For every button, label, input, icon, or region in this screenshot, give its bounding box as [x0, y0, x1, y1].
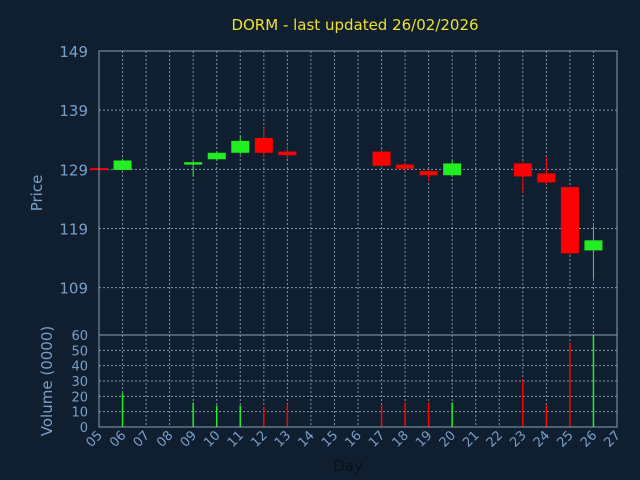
volume-frame	[98, 334, 618, 428]
candle-body	[537, 173, 556, 183]
x-tick-label: 10	[201, 428, 223, 450]
x-axis-label: Day	[333, 457, 363, 475]
x-tick-label: 06	[107, 428, 129, 450]
volume-tick-label: 60	[71, 329, 88, 344]
volume-bar	[121, 393, 124, 427]
volume-tick-label: 50	[71, 344, 88, 359]
volume-bar	[380, 405, 383, 427]
candle-body	[584, 240, 603, 251]
candle-body	[207, 152, 226, 160]
x-axis-ticks: 05 06 07 08 09 10 11 12 13 14 15 16 17 18 19 20 21 22 23 24…	[84, 428, 624, 450]
x-tick-label: 21	[460, 428, 482, 450]
candle-body	[254, 137, 273, 153]
x-tick-label: 25	[554, 428, 576, 450]
volume-bar	[427, 402, 430, 427]
volume-tick-label: 20	[71, 390, 88, 405]
volume-bar	[404, 402, 406, 427]
candle-body	[443, 163, 462, 176]
candle-body	[372, 151, 391, 166]
x-tick-label: 20	[437, 428, 459, 450]
x-tick-label: 14	[295, 428, 317, 450]
volume-tick-label: 40	[71, 360, 88, 375]
x-tick-label: 16	[343, 428, 365, 450]
x-tick-label: 19	[413, 428, 435, 450]
volume-bar	[569, 342, 571, 427]
candle-body	[396, 164, 415, 169]
candle-body	[278, 151, 297, 156]
candle-body	[513, 163, 532, 177]
x-tick-label: 07	[131, 428, 153, 450]
volume-axis-label: Volume (0000)	[38, 326, 56, 436]
x-tick-label: 23	[507, 428, 529, 450]
volume-bar	[545, 405, 548, 427]
x-tick-label: 26	[578, 428, 600, 450]
volume-bar	[522, 379, 524, 427]
price-tick-label: 129	[59, 161, 88, 179]
price-tick-label: 119	[59, 221, 88, 239]
volume-bars	[121, 335, 595, 427]
volume-bar	[263, 407, 265, 427]
volume-bar	[451, 402, 453, 427]
x-tick-label: 13	[272, 428, 294, 450]
candle-body	[113, 160, 132, 170]
x-tick-label: 27	[602, 428, 624, 450]
volume-tick-label: 30	[71, 375, 88, 390]
candles	[90, 127, 603, 279]
candle-body	[419, 171, 438, 176]
volume-bar	[239, 405, 242, 427]
volume-bar	[592, 335, 595, 427]
price-axis-label: Price	[28, 175, 46, 212]
price-tick-label: 139	[59, 102, 88, 120]
volume-tick-label: 10	[71, 406, 88, 421]
volume-tick-label: 0	[80, 421, 88, 436]
price-tick-label: 149	[59, 43, 88, 61]
x-tick-label: 08	[154, 428, 176, 450]
x-tick-label: 11	[225, 428, 247, 450]
volume-bar	[286, 404, 289, 427]
price-grid	[99, 50, 617, 335]
x-tick-label: 22	[484, 428, 506, 450]
volume-bar	[192, 402, 194, 427]
volume-grid	[99, 335, 617, 427]
price-tick-label: 109	[59, 280, 88, 298]
x-tick-label: 15	[319, 428, 341, 450]
x-tick-label: 09	[178, 428, 200, 450]
candle-body	[231, 140, 250, 153]
candle-body	[560, 187, 579, 254]
volume-bar	[215, 405, 218, 427]
price-panel: 149 139 129 119 109 Price	[28, 43, 618, 336]
x-tick-label: 17	[366, 428, 388, 450]
price-y-ticks: 149 139 129 119 109	[59, 43, 88, 298]
candle-body	[184, 162, 203, 165]
chart-title: DORM - last updated 26/02/2026	[231, 16, 478, 34]
x-tick-label: 12	[248, 428, 270, 450]
x-tick-label: 24	[531, 428, 553, 450]
x-tick-label: 18	[390, 428, 412, 450]
